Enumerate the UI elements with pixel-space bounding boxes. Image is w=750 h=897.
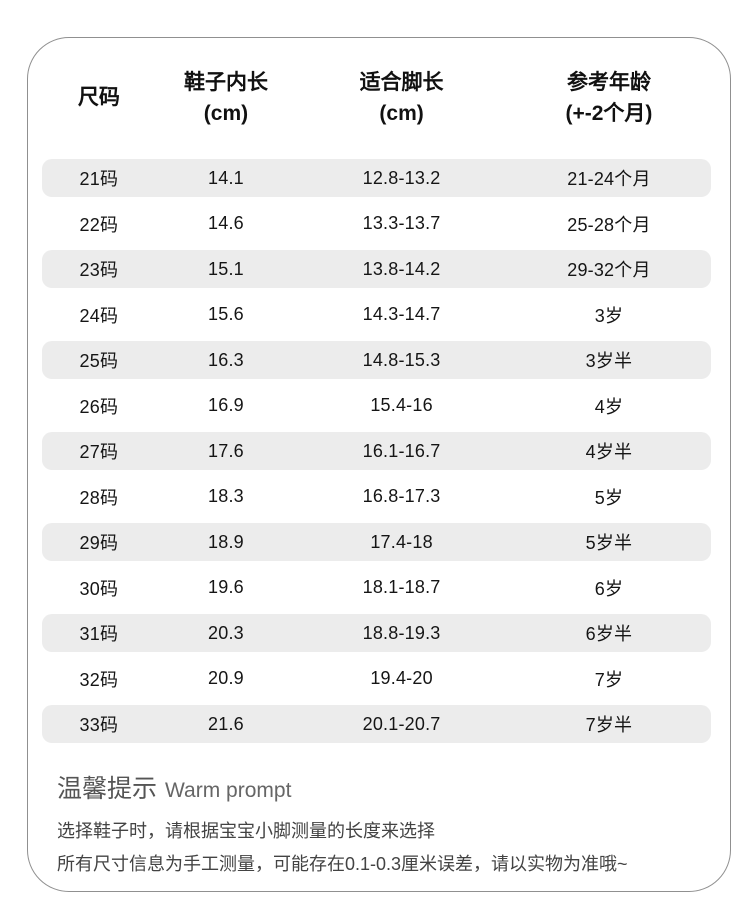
warm-prompt-line: 选择鞋子时，请根据宝宝小脚测量的长度来选择 xyxy=(57,820,435,841)
cell-foot-length: 12.8-13.2 xyxy=(362,167,441,188)
cell-size: 26码 xyxy=(79,396,119,417)
table-row: 27码 17.6 16.1-16.7 4岁半 xyxy=(42,432,711,470)
cell-inner-length: 15.1 xyxy=(208,258,244,279)
cell-inner-length: 18.3 xyxy=(208,486,244,506)
cell-foot-length: 16.8-17.3 xyxy=(362,486,441,506)
table-body: 21码 14.1 12.8-13.2 21-24个月 22码 14.6 13.3-13.7 2… xyxy=(28,159,730,743)
cell-foot-length: 18.1-18.7 xyxy=(362,577,441,597)
cell-age: 7岁 xyxy=(594,669,624,690)
cell-age: 6岁 xyxy=(594,578,624,599)
cell-size: 23码 xyxy=(79,260,119,280)
header-reference-age: 参考年龄 (+-2个月) xyxy=(565,71,653,125)
cell-size: 33码 xyxy=(79,715,119,735)
warm-prompt-title: 温馨提示 Warm prompt xyxy=(57,769,700,805)
cell-size: 28码 xyxy=(79,487,119,508)
cell-foot-length: 19.4-20 xyxy=(370,668,433,688)
warm-prompt-title-en: Warm prompt xyxy=(165,778,292,802)
warm-prompt-section: 温馨提示 Warm prompt 选择鞋子时，请根据宝宝小脚测量的长度来选择 所有… xyxy=(28,751,730,881)
table-row: 29码 18.9 17.4-18 5岁半 xyxy=(42,523,711,561)
warm-prompt-line: 所有尺寸信息为手工测量，可能存在0.1-0.3厘米误差，请以实物为准哦~ xyxy=(57,853,628,874)
header-size: 尺码 xyxy=(77,86,120,110)
cell-foot-length: 13.3-13.7 xyxy=(362,213,441,233)
cell-age: 4岁半 xyxy=(585,442,633,462)
cell-age: 5岁半 xyxy=(585,533,633,553)
cell-inner-length: 20.3 xyxy=(208,622,244,643)
table-row: 26码 16.9 15.4-16 4岁 xyxy=(42,387,711,425)
table-row: 30码 19.6 18.1-18.7 6岁 xyxy=(42,569,711,607)
cell-size: 29码 xyxy=(79,533,119,553)
cell-age: 25-28个月 xyxy=(567,214,651,235)
table-row: 28码 18.3 16.8-17.3 5岁 xyxy=(42,478,711,516)
cell-size: 22码 xyxy=(79,214,119,235)
cell-inner-length: 19.6 xyxy=(208,577,244,597)
table-row: 22码 14.6 13.3-13.7 25-28个月 xyxy=(42,205,711,243)
table-row: 33码 21.6 20.1-20.7 7岁半 xyxy=(42,705,711,743)
cell-foot-length: 14.3-14.7 xyxy=(362,304,441,324)
cell-age: 5岁 xyxy=(594,487,624,508)
cell-age: 4岁 xyxy=(594,396,624,417)
cell-size: 21码 xyxy=(79,169,119,189)
warm-prompt-title-zh: 温馨提示 xyxy=(57,774,158,803)
table-row: 23码 15.1 13.8-14.2 29-32个月 xyxy=(42,250,711,288)
cell-size: 31码 xyxy=(79,624,119,644)
cell-inner-length: 16.9 xyxy=(208,395,244,415)
cell-size: 30码 xyxy=(79,578,119,599)
cell-foot-length: 17.4-18 xyxy=(370,531,433,552)
cell-age: 7岁半 xyxy=(585,715,633,735)
cell-size: 25码 xyxy=(79,351,119,371)
table-row: 25码 16.3 14.8-15.3 3岁半 xyxy=(42,341,711,379)
cell-inner-length: 15.6 xyxy=(208,304,244,324)
cell-foot-length: 20.1-20.7 xyxy=(362,713,441,734)
cell-foot-length: 14.8-15.3 xyxy=(362,349,441,370)
cell-foot-length: 16.1-16.7 xyxy=(362,440,441,461)
cell-inner-length: 17.6 xyxy=(208,440,244,461)
header-inner-length: 鞋子内长 (cm) xyxy=(183,71,268,125)
cell-inner-length: 16.3 xyxy=(208,349,244,370)
cell-inner-length: 18.9 xyxy=(208,531,244,552)
cell-inner-length: 21.6 xyxy=(208,713,244,734)
cell-age: 21-24个月 xyxy=(567,169,651,189)
size-chart-card: 尺码 鞋子内长 (cm) 适合脚长 (cm) 参考年龄 (+-2个月) 21码 1… xyxy=(27,37,731,892)
cell-age: 6岁半 xyxy=(585,624,633,644)
table-row: 31码 20.3 18.8-19.3 6岁半 xyxy=(42,614,711,652)
cell-age: 29-32个月 xyxy=(567,260,651,280)
cell-inner-length: 14.1 xyxy=(208,167,244,188)
table-row: 21码 14.1 12.8-13.2 21-24个月 xyxy=(42,159,711,197)
cell-size: 24码 xyxy=(79,305,119,326)
cell-foot-length: 13.8-14.2 xyxy=(362,258,441,279)
table-row: 24码 15.6 14.3-14.7 3岁 xyxy=(42,296,711,334)
cell-inner-length: 20.9 xyxy=(208,668,244,688)
warm-prompt-lines: 选择鞋子时，请根据宝宝小脚测量的长度来选择 所有尺寸信息为手工测量，可能存在0.… xyxy=(57,815,700,881)
cell-inner-length: 14.6 xyxy=(208,213,244,233)
cell-age: 3岁半 xyxy=(585,351,633,371)
header-foot-length: 适合脚长 (cm) xyxy=(359,71,444,125)
cell-age: 3岁 xyxy=(594,305,624,326)
cell-foot-length: 15.4-16 xyxy=(370,395,433,415)
cell-foot-length: 18.8-19.3 xyxy=(362,622,441,643)
cell-size: 32码 xyxy=(79,669,119,690)
table-header-row: 尺码 鞋子内长 (cm) 适合脚长 (cm) 参考年龄 (+-2个月) xyxy=(28,38,730,159)
table-row: 32码 20.9 19.4-20 7岁 xyxy=(42,660,711,698)
cell-size: 27码 xyxy=(79,442,119,462)
